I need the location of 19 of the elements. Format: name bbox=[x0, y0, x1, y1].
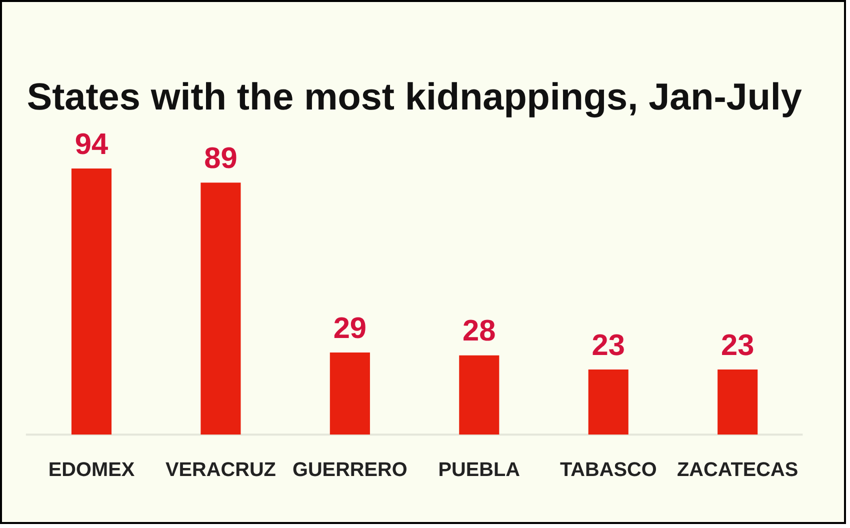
x-tick-label: ZACATECAS bbox=[677, 458, 798, 481]
data-label: 94 bbox=[74, 128, 109, 161]
x-tick-label: GUERRERO bbox=[292, 458, 408, 481]
chart-title: States with the most kidnappings, Jan-July bbox=[26, 76, 802, 118]
data-label: 29 bbox=[333, 312, 367, 345]
x-tick-label: VERACRUZ bbox=[165, 458, 276, 481]
x-tick-label: TABASCO bbox=[560, 458, 657, 481]
bar bbox=[200, 182, 241, 435]
data-label: 28 bbox=[462, 314, 496, 348]
bar bbox=[71, 168, 112, 435]
bar bbox=[459, 355, 500, 435]
bar bbox=[718, 370, 758, 435]
data-label: 89 bbox=[204, 142, 238, 175]
x-tick-label: EDOMEX bbox=[48, 458, 136, 481]
bar bbox=[330, 352, 370, 435]
data-label: 23 bbox=[592, 328, 625, 362]
data-label: 23 bbox=[720, 328, 754, 362]
x-tick-label: PUEBLA bbox=[438, 458, 520, 481]
bar bbox=[588, 370, 628, 435]
